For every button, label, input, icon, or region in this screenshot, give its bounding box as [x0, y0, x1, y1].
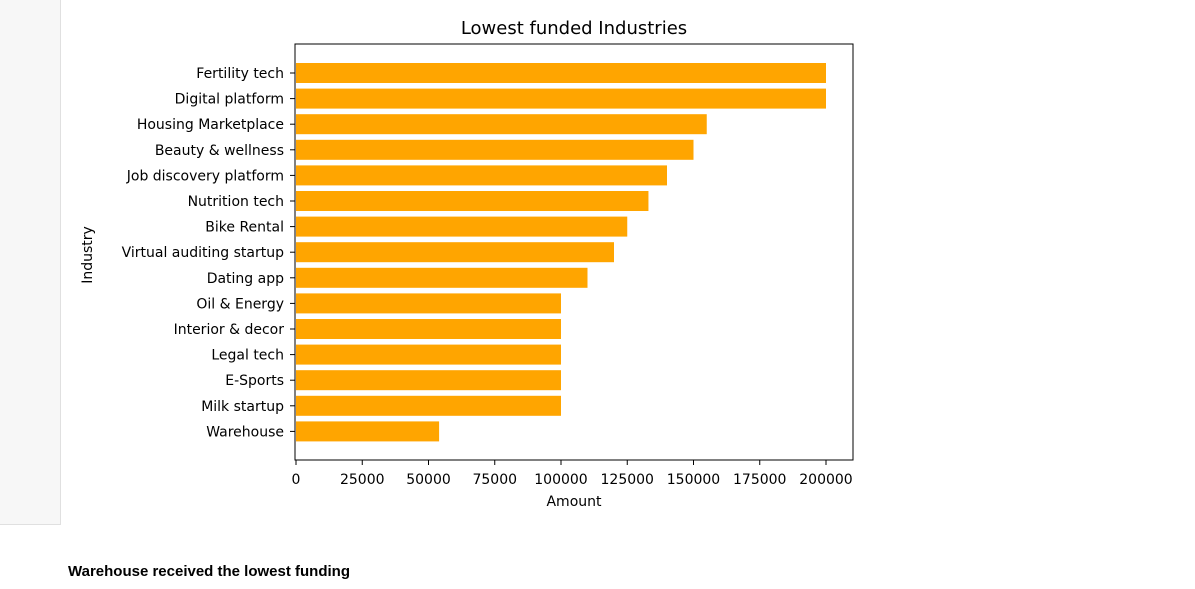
- bar: [296, 293, 561, 314]
- bar: [296, 139, 694, 160]
- bar: [296, 88, 826, 109]
- bar: [296, 370, 561, 391]
- y-tick-label: Digital platform: [175, 92, 284, 108]
- y-tick-label: Bike Rental: [205, 220, 284, 236]
- x-tick-label: 75000: [472, 472, 517, 488]
- x-tick-label: 50000: [406, 472, 451, 488]
- bar: [296, 421, 440, 442]
- x-tick-label: 25000: [340, 472, 385, 488]
- bar: [296, 344, 561, 365]
- bar: [296, 216, 628, 237]
- bar: [296, 165, 667, 186]
- y-tick-label: Oil & Energy: [196, 296, 284, 312]
- x-tick-label: 150000: [667, 472, 720, 488]
- x-axis-label: Amount: [546, 494, 602, 510]
- y-tick-label: Legal tech: [211, 348, 284, 364]
- bar: [296, 191, 649, 211]
- notebook-cell-gutter: [0, 0, 61, 525]
- bar: [296, 63, 826, 83]
- y-tick-label: Dating app: [207, 271, 284, 287]
- y-tick-label: E-Sports: [225, 373, 284, 389]
- bar: [296, 267, 588, 288]
- y-tick-label: Beauty & wellness: [155, 143, 284, 159]
- bar: [296, 114, 707, 135]
- bar: [296, 242, 614, 263]
- y-tick-label: Nutrition tech: [188, 194, 284, 210]
- y-tick-label: Interior & decor: [174, 322, 285, 338]
- bar: [296, 319, 561, 339]
- x-tick-label: 100000: [534, 472, 587, 488]
- y-axis-label: Industry: [80, 226, 96, 284]
- y-tick-label: Housing Marketplace: [137, 117, 284, 133]
- y-tick-label: Milk startup: [201, 399, 284, 415]
- y-tick-label: Warehouse: [206, 424, 284, 440]
- bar: [296, 395, 561, 416]
- caption-text: Warehouse received the lowest funding: [68, 563, 350, 580]
- bar-chart: Fertility tech Digital platform Housing Ma…: [80, 18, 854, 510]
- x-tick-label: 0: [292, 472, 301, 488]
- x-tick-label: 175000: [733, 472, 786, 488]
- x-tick-label: 125000: [601, 472, 654, 488]
- y-tick-label: Job discovery platform: [126, 168, 284, 184]
- y-tick-label: Virtual auditing startup: [122, 245, 284, 261]
- x-tick-label: 200000: [799, 472, 852, 488]
- y-tick-label: Fertility tech: [196, 66, 284, 82]
- chart-title: Lowest funded Industries: [461, 18, 687, 39]
